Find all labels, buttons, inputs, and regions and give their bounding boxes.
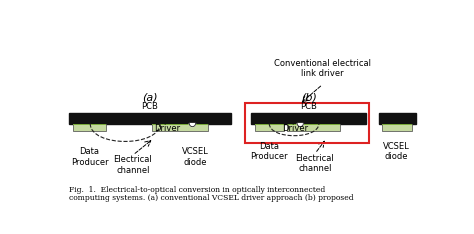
Bar — [73, 124, 106, 131]
Text: Conventional electrical
link driver: Conventional electrical link driver — [274, 59, 371, 78]
Bar — [287, 124, 340, 125]
Bar — [245, 103, 369, 143]
Text: Driver: Driver — [283, 124, 309, 133]
Polygon shape — [297, 124, 303, 127]
Text: (a): (a) — [142, 92, 158, 102]
Text: Driver: Driver — [154, 124, 180, 133]
Text: computing systems. (a) conventional VCSEL driver approach (b) proposed: computing systems. (a) conventional VCSE… — [69, 194, 353, 202]
Text: Electrical
channel: Electrical channel — [113, 155, 152, 175]
Bar — [152, 124, 208, 131]
Text: Data
Producer: Data Producer — [71, 147, 108, 167]
Bar — [379, 113, 416, 124]
Bar — [287, 124, 340, 131]
Bar — [251, 113, 366, 124]
Text: PCB: PCB — [301, 102, 317, 111]
Bar — [152, 124, 208, 125]
Text: PCB: PCB — [141, 102, 158, 111]
Bar — [383, 124, 412, 131]
Bar — [255, 124, 284, 125]
Text: VCSEL
diode: VCSEL diode — [182, 147, 208, 167]
Bar — [69, 113, 231, 124]
Bar — [73, 124, 106, 125]
Text: VCSEL
diode: VCSEL diode — [383, 142, 410, 161]
Text: (b): (b) — [301, 92, 317, 102]
Text: Data
Producer: Data Producer — [250, 142, 288, 161]
Bar — [383, 124, 412, 125]
Bar — [255, 124, 284, 131]
Text: Electrical
channel: Electrical channel — [296, 154, 334, 173]
Text: Fig.  1.  Electrical-to-optical conversion in optically interconnected: Fig. 1. Electrical-to-optical conversion… — [69, 186, 325, 194]
Polygon shape — [189, 124, 196, 127]
